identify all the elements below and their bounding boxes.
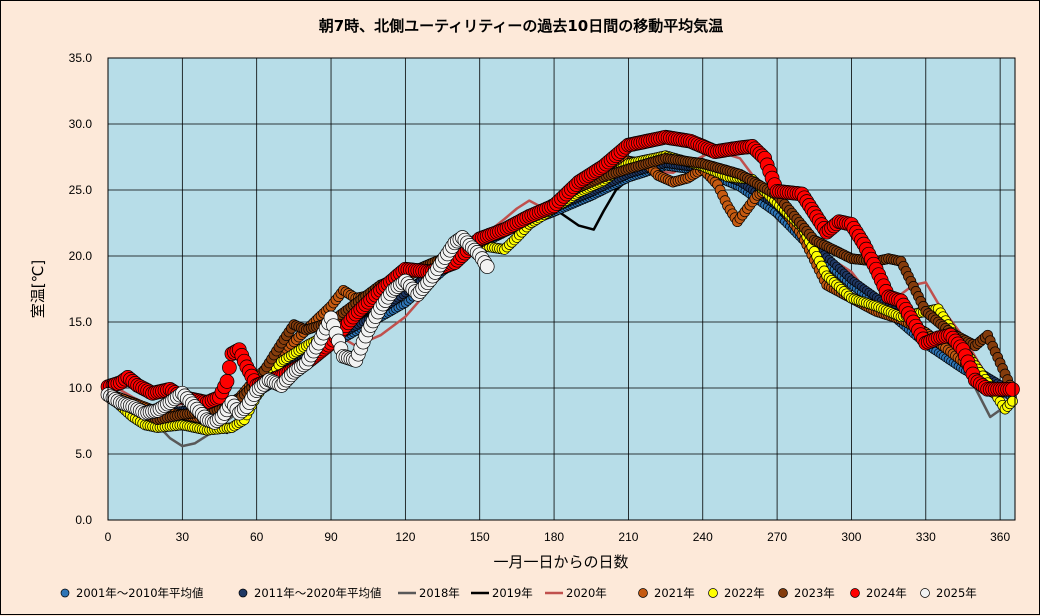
- legend-label: 2022年: [724, 586, 765, 600]
- legend-swatch: [778, 588, 788, 598]
- legend-swatch: [60, 588, 70, 598]
- x-tick-label: 60: [250, 530, 264, 544]
- legend-label: 2021年: [654, 586, 695, 600]
- data-point: [222, 360, 237, 375]
- x-tick-label: 240: [693, 530, 713, 544]
- legend-label: 2018年: [419, 586, 460, 600]
- data-point: [219, 374, 235, 389]
- legend-label: 2025年: [936, 586, 977, 600]
- x-tick-label: 90: [324, 530, 338, 544]
- x-tick-label: 120: [395, 530, 415, 544]
- data-point: [479, 259, 495, 274]
- legend-label: 2024年: [866, 586, 907, 600]
- plot-border: [107, 57, 1016, 521]
- data-point: [1005, 381, 1020, 397]
- x-tick-label: 300: [841, 530, 861, 544]
- legend-label: 2023年: [794, 586, 835, 600]
- legend-swatch: [238, 588, 248, 598]
- marker-series: [100, 129, 1020, 436]
- x-tick-label: 0: [105, 530, 112, 544]
- y-tick-label: 5.0: [75, 447, 92, 461]
- x-tick-label: 360: [990, 530, 1010, 544]
- chart-title: 朝7時、北側ユーティリティーの過去10日間の移動平均気温: [319, 17, 724, 35]
- y-tick-label: 25.0: [69, 183, 93, 197]
- y-tick-label: 35.0: [69, 51, 93, 65]
- x-tick-label: 330: [916, 530, 936, 544]
- x-tick-label: 150: [470, 530, 490, 544]
- data-point: [1007, 395, 1018, 407]
- legend-swatch: [708, 588, 718, 598]
- x-tick-label: 30: [176, 530, 190, 544]
- y-tick-label: 0.0: [75, 513, 92, 527]
- x-axis-label: 一月一日からの日数: [493, 553, 628, 571]
- legend-label: 2011年～2020年平均値: [254, 586, 382, 600]
- x-tick-label: 270: [767, 530, 787, 544]
- y-tick-label: 20.0: [69, 249, 93, 263]
- x-tick-label: 210: [618, 530, 638, 544]
- y-tick-label: 10.0: [69, 381, 93, 395]
- legend: 2001年～2010年平均値 2011年～2020年平均値 2018年 2019年 20…: [60, 586, 977, 600]
- legend-label: 2020年: [566, 586, 607, 600]
- y-tick-label: 30.0: [69, 117, 93, 131]
- x-tick-label: 180: [544, 530, 564, 544]
- legend-label: 2019年: [492, 586, 533, 600]
- legend-swatch: [850, 588, 860, 598]
- legend-label: 2001年～2010年平均値: [76, 586, 204, 600]
- y-tick-labels: 0.0 5.0 10.0 15.0 20.0 25.0 30.0 35.0: [69, 51, 93, 527]
- legend-swatch: [638, 588, 648, 598]
- y-tick-label: 15.0: [69, 315, 93, 329]
- legend-swatch: [920, 588, 930, 598]
- y-axis-label: 室温[℃]: [29, 260, 47, 319]
- x-tick-labels: 0 30 60 90 120 150 180 210 240 270 300 330 360: [105, 530, 1011, 544]
